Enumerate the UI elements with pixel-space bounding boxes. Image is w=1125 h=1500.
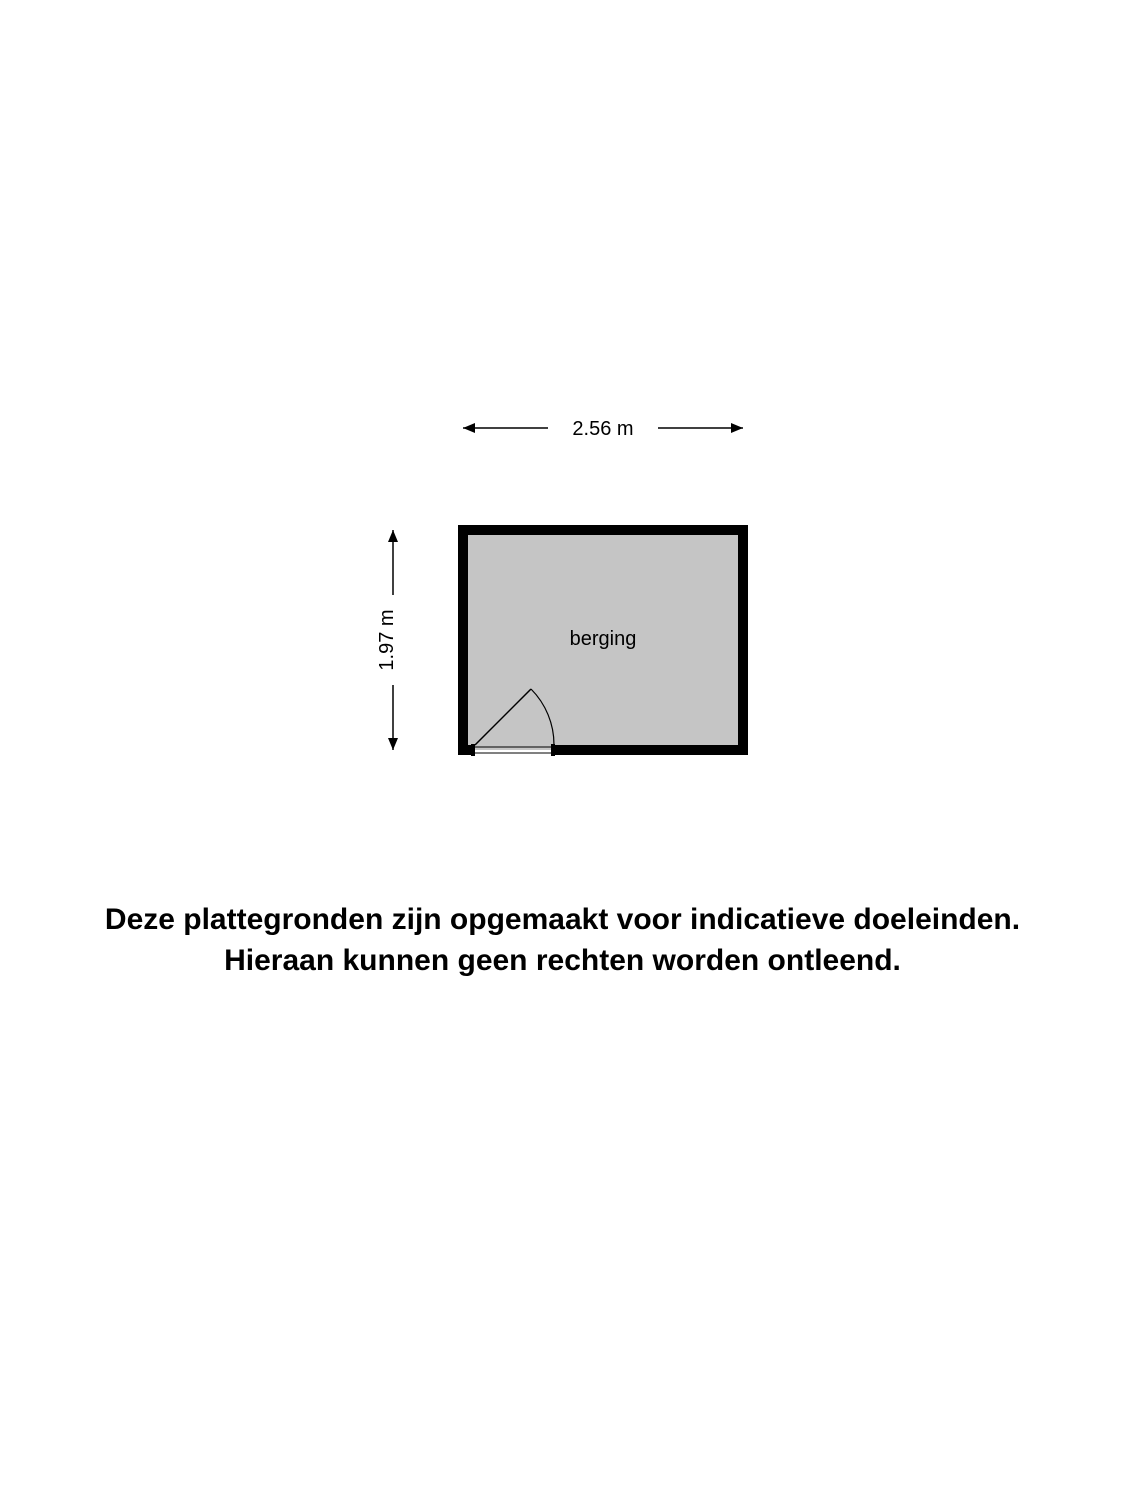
disclaimer-line2: Hieraan kunnen geen rechten worden ontle… [30,941,1095,982]
disclaimer: Deze plattegronden zijn opgemaakt voor i… [0,900,1125,981]
dimension-width-label: 2.56 m [572,418,633,440]
dimension-height: 1.97 m [376,530,398,750]
room-label: berging [569,628,636,650]
floorplan-svg: 2.56 m 1.97 m [263,400,863,840]
floorplan-container: 2.56 m 1.97 m [0,400,1125,840]
disclaimer-line1: Deze plattegronden zijn opgemaakt voor i… [30,900,1095,941]
dimension-width: 2.56 m [463,418,743,440]
room: berging [458,525,748,756]
dimension-height-label: 1.97 m [376,609,398,670]
